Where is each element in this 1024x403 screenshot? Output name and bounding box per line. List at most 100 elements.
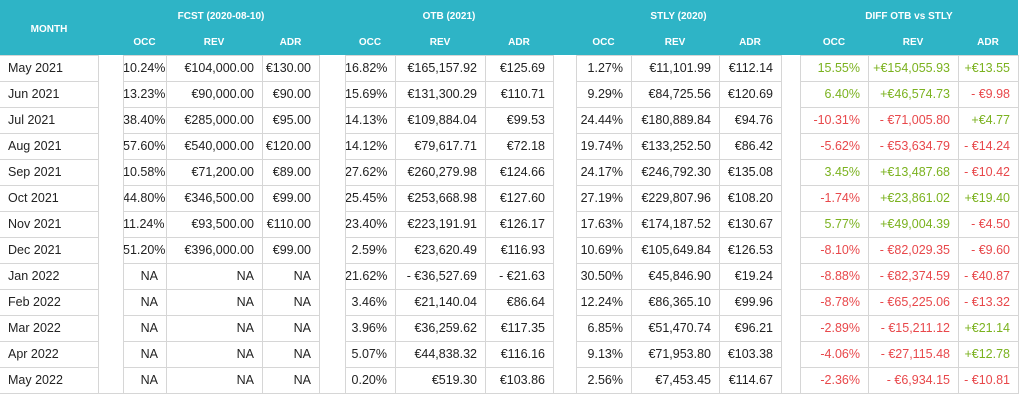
otb-adr-cell: €99.53 xyxy=(506,113,545,127)
month-cell: Dec 2021 xyxy=(8,243,62,257)
fcst-adr-cell: €99.00 xyxy=(272,191,311,205)
stly-occ-cell: 9.13% xyxy=(587,347,623,361)
fcst-occ-cell: 38.40% xyxy=(123,113,166,127)
fcst-occ-cell: NA xyxy=(140,269,158,283)
diff-occ-cell: -4.06% xyxy=(820,347,860,361)
diff-adr-cell: +€19.40 xyxy=(964,191,1010,205)
stly-occ-cell: 1.27% xyxy=(587,61,623,75)
fcst-occ-cell: 13.23% xyxy=(123,87,166,101)
fcst-adr-cell: €95.00 xyxy=(272,113,311,127)
diff-rev-cell: - €6,934.15 xyxy=(886,373,950,387)
row-divider xyxy=(0,55,1018,56)
column-divider xyxy=(1018,55,1019,394)
row-divider xyxy=(0,237,1018,238)
month-cell: Jul 2021 xyxy=(8,113,56,127)
row-divider xyxy=(0,81,1018,82)
stly-rev-cell: €174,187.52 xyxy=(641,217,711,231)
fcst-rev-cell: €396,000.00 xyxy=(184,243,254,257)
otb-occ-cell: 27.62% xyxy=(345,165,388,179)
diff-rev-cell: +€49,004.39 xyxy=(880,217,950,231)
fcst-rev-cell: NA xyxy=(236,269,254,283)
fcst-occ-cell: NA xyxy=(140,295,158,309)
fcst-adr-cell: NA xyxy=(293,347,311,361)
diff-rev-cell: - €82,374.59 xyxy=(879,269,950,283)
stly-rev-cell: €180,889.84 xyxy=(641,113,711,127)
column-divider xyxy=(98,55,99,394)
diff-adr-cell: +€21.14 xyxy=(964,321,1010,335)
stly-rev-cell: €246,792.30 xyxy=(641,165,711,179)
otb-rev-cell: €21,140.04 xyxy=(414,295,477,309)
column-divider xyxy=(958,55,959,394)
column-divider xyxy=(345,55,346,394)
diff-adr-cell: - €14.24 xyxy=(964,139,1010,153)
diff-rev-cell: +€46,574.73 xyxy=(880,87,950,101)
otb-occ-cell: 25.45% xyxy=(345,191,388,205)
stly-occ-cell: 2.56% xyxy=(587,373,623,387)
otb-occ-cell: 16.82% xyxy=(345,61,388,75)
diff-rev-cell: +€23,861.02 xyxy=(880,191,950,205)
otb-occ-cell: 14.12% xyxy=(345,139,388,153)
stly-occ-cell: 6.85% xyxy=(587,321,623,335)
stly-rev-cell: €11,101.99 xyxy=(649,61,711,75)
otb-adr-cell: €116.16 xyxy=(500,347,545,361)
column-divider xyxy=(800,55,801,394)
otb-occ-cell: 14.13% xyxy=(345,113,388,127)
table-row: Feb 2022 NA NA NA 3.46% €21,140.04 €86.64 12.24… xyxy=(0,289,1018,315)
header-otb-rev: REV xyxy=(429,37,451,48)
otb-occ-cell: 23.40% xyxy=(345,217,388,231)
otb-adr-cell: €125.69 xyxy=(499,61,545,75)
header-fcst-adr: ADR xyxy=(279,37,302,48)
column-divider xyxy=(553,55,554,394)
diff-rev-cell: - €82,029.35 xyxy=(879,243,950,257)
stly-adr-cell: €19.24 xyxy=(734,269,773,283)
diff-adr-cell: +€4.77 xyxy=(971,113,1010,127)
otb-rev-cell: €79,617.71 xyxy=(414,139,477,153)
fcst-adr-cell: NA xyxy=(293,321,311,335)
table-row: Apr 2022 NA NA NA 5.07% €44,838.32 €116.16 9.13… xyxy=(0,341,1018,367)
column-divider xyxy=(868,55,869,394)
fcst-rev-cell: €540,000.00 xyxy=(184,139,254,153)
month-cell: Sep 2021 xyxy=(8,165,62,179)
fcst-adr-cell: €90.00 xyxy=(272,87,311,101)
fcst-rev-cell: €71,200.00 xyxy=(191,165,254,179)
fcst-adr-cell: €120.00 xyxy=(265,139,311,153)
table-row: Mar 2022 NA NA NA 3.96% €36,259.62 €117.35 6.85… xyxy=(0,315,1018,341)
otb-rev-cell: €253,668.98 xyxy=(407,191,477,205)
stly-adr-cell: €135.08 xyxy=(727,165,773,179)
otb-rev-cell: €44,838.32 xyxy=(414,347,477,361)
table-row: Jan 2022 NA NA NA 21.62% - €36,527.69 - €21.63… xyxy=(0,263,1018,289)
otb-adr-cell: €116.93 xyxy=(500,243,545,257)
header-fcst-rev: REV xyxy=(203,37,225,48)
table-header: MONTH FCST (2020-08-10) OTB (2021) STLY … xyxy=(0,0,1018,55)
row-divider xyxy=(0,263,1018,264)
fcst-occ-cell: 57.60% xyxy=(123,139,166,153)
column-divider xyxy=(781,55,782,394)
fcst-adr-cell: €89.00 xyxy=(272,165,311,179)
otb-occ-cell: 3.96% xyxy=(351,321,387,335)
diff-occ-cell: 15.55% xyxy=(817,61,860,75)
fcst-rev-cell: NA xyxy=(236,373,254,387)
fcst-rev-cell: €93,500.00 xyxy=(191,217,254,231)
stly-adr-cell: €99.96 xyxy=(734,295,773,309)
stly-adr-cell: €130.67 xyxy=(727,217,773,231)
otb-occ-cell: 15.69% xyxy=(345,87,388,101)
fcst-adr-cell: €130.00 xyxy=(265,61,311,75)
row-divider xyxy=(0,289,1018,290)
stly-rev-cell: €51,470.74 xyxy=(648,321,711,335)
header-group-otb: OTB (2021) xyxy=(422,11,476,22)
diff-adr-cell: +€12.78 xyxy=(964,347,1010,361)
diff-occ-cell: 5.77% xyxy=(824,217,860,231)
stly-adr-cell: €114.67 xyxy=(728,373,773,387)
column-divider xyxy=(262,55,263,394)
diff-rev-cell: - €65,225.06 xyxy=(879,295,950,309)
otb-rev-cell: - €36,527.69 xyxy=(406,269,477,283)
group-gap xyxy=(554,55,576,394)
stly-adr-cell: €108.20 xyxy=(727,191,773,205)
otb-rev-cell: €519.30 xyxy=(431,373,477,387)
stly-rev-cell: €86,365.10 xyxy=(648,295,711,309)
group-gap xyxy=(320,55,345,394)
otb-occ-cell: 5.07% xyxy=(351,347,387,361)
diff-adr-cell: - €9.98 xyxy=(971,87,1010,101)
fcst-occ-cell: 10.58% xyxy=(123,165,166,179)
diff-occ-cell: -2.36% xyxy=(820,373,860,387)
